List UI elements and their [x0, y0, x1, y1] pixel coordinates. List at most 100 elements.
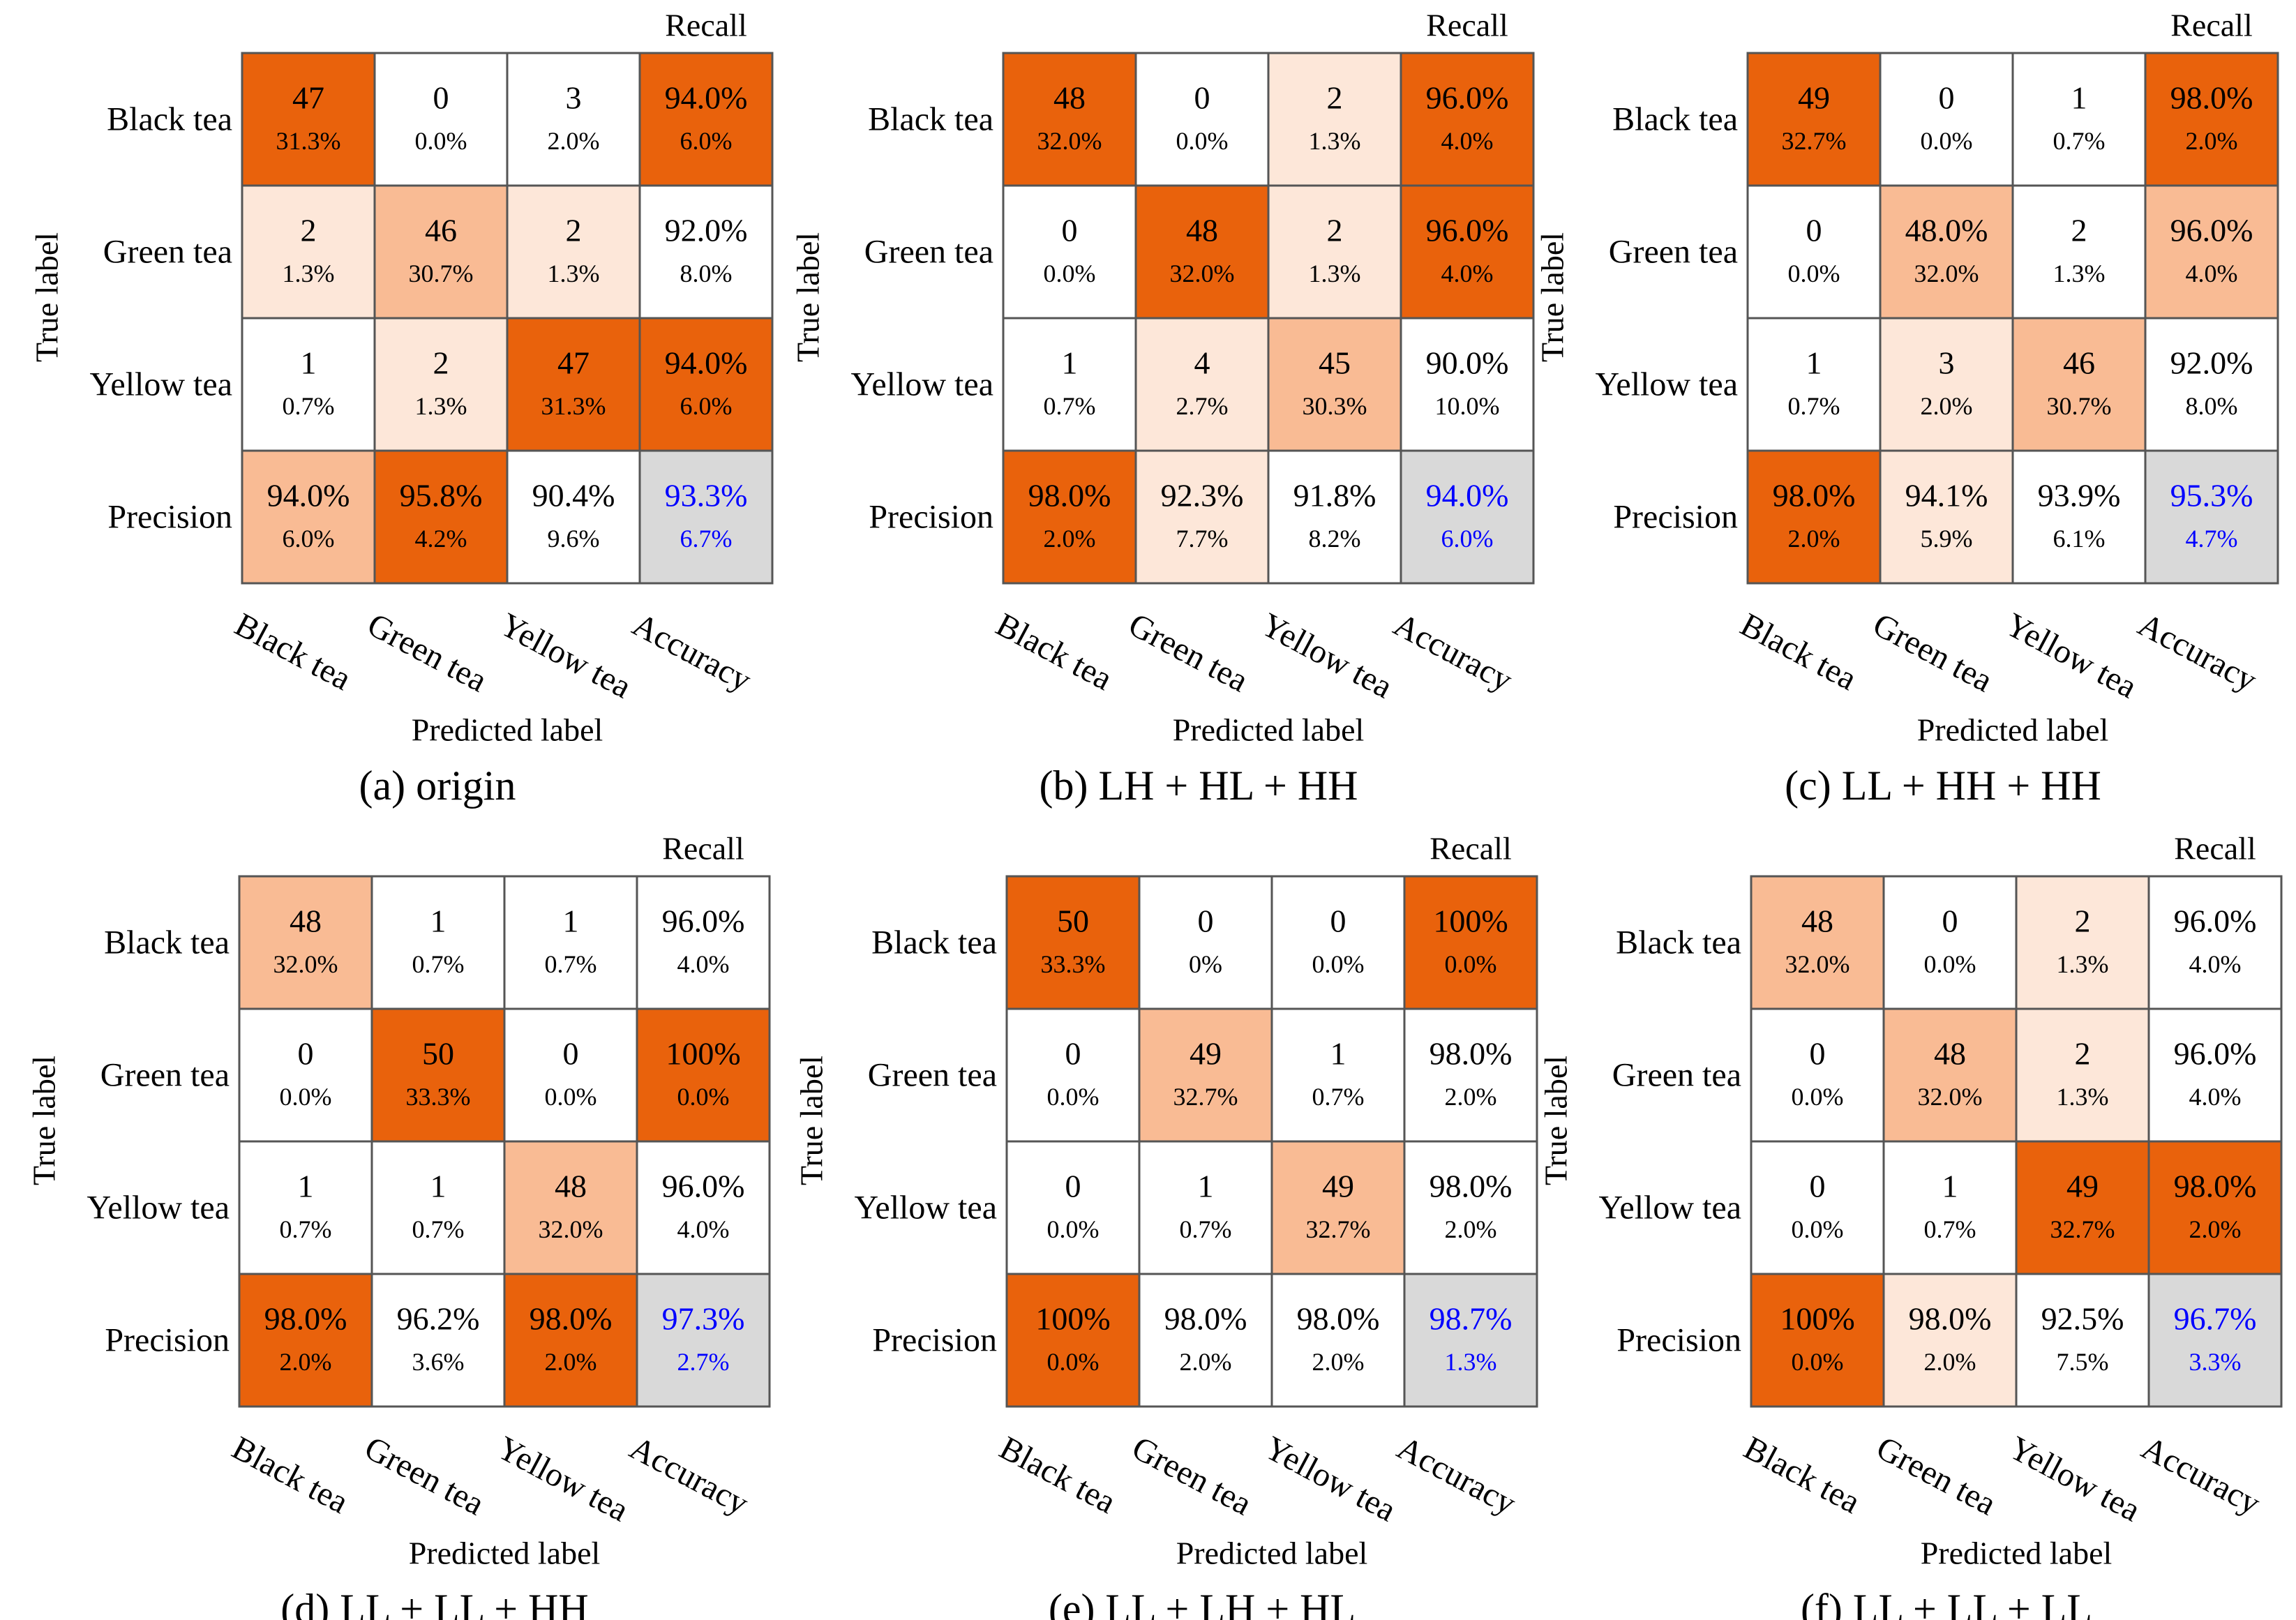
cell-background	[1134, 317, 1270, 452]
recall-header: Recall	[662, 831, 744, 867]
cell-percent: 33.3%	[1041, 950, 1106, 978]
cell-percent: 2.0%	[1924, 1348, 1976, 1376]
matrix-cell: 0 0.0%	[1270, 875, 1406, 1010]
matrix-cell: 1 0.7%	[1138, 1140, 1273, 1275]
cell-background	[373, 449, 509, 585]
row-label-yellow-tea: Yellow tea	[1596, 366, 1738, 403]
matrix-cell: 93.9% 6.1%	[2011, 449, 2147, 585]
cell-percent: 2.7%	[677, 1348, 730, 1376]
col-label-black-tea: Black tea	[993, 1430, 1122, 1521]
cell-background	[1750, 1007, 1885, 1143]
cell-background	[1746, 317, 1882, 452]
cell-background	[1882, 1273, 2018, 1408]
matrix-cell: 0 0.0%	[1005, 1007, 1141, 1143]
cell-background	[1403, 1007, 1538, 1143]
cell-percent: 1.3%	[548, 260, 600, 287]
cell-percent: 4.2%	[415, 525, 467, 553]
col-label-yellow-tea: Yellow tea	[1259, 1430, 1402, 1529]
matrix-cell: 2 1.3%	[2015, 1007, 2150, 1143]
cell-background	[2144, 317, 2279, 452]
matrix-cell: 0 0.0%	[1005, 1140, 1141, 1275]
x-axis-label: Predicted label	[1176, 1536, 1368, 1571]
cell-background	[241, 52, 376, 187]
cell-background	[238, 875, 373, 1010]
matrix-cell: 93.3% 6.7%	[638, 449, 774, 585]
cell-background	[1400, 449, 1535, 585]
cell-count: 96.0%	[662, 1169, 745, 1204]
cell-background	[1002, 317, 1137, 452]
cell-percent: 4.0%	[2189, 950, 2242, 978]
matrix-cell: 2 1.3%	[241, 184, 376, 320]
cell-background	[2011, 184, 2147, 320]
cell-percent: 2.0%	[1044, 525, 1096, 553]
cell-percent: 32.7%	[1306, 1215, 1371, 1243]
matrix-cell: 2 1.3%	[1267, 52, 1402, 187]
cell-count: 48	[555, 1169, 587, 1204]
cell-count: 92.0%	[2170, 345, 2253, 381]
cell-count: 1	[1330, 1036, 1346, 1072]
cell-percent: 32.7%	[1173, 1083, 1238, 1111]
cell-percent: 2.0%	[1445, 1083, 1497, 1111]
matrix-cell: 1 0.7%	[1882, 1140, 2018, 1275]
panel-d: 4832.0%10.7%10.7%96.0%4.0%00.0%5033.3%00…	[27, 831, 771, 1620]
cell-percent: 33.3%	[406, 1083, 471, 1111]
cell-count: 1	[301, 345, 317, 381]
cell-background	[506, 449, 641, 585]
cell-background	[238, 1007, 373, 1143]
matrix-cell: 0 0.0%	[1750, 1007, 1885, 1143]
cell-count: 0	[563, 1036, 579, 1072]
cell-background	[1002, 52, 1137, 187]
cell-percent: 0.0%	[1047, 1215, 1100, 1243]
recall-header: Recall	[1426, 8, 1508, 43]
cell-background	[1400, 184, 1535, 320]
cell-count: 47	[292, 80, 324, 116]
matrix-cell: 98.0% 2.0%	[1270, 1273, 1406, 1408]
panel-e: 5033.3%00%00.0%100%0.0%00.0%4932.7%10.7%…	[794, 831, 1538, 1620]
cell-background	[2015, 1273, 2150, 1408]
cell-count: 2	[566, 213, 582, 248]
matrix-cell: 98.0% 2.0%	[2147, 1140, 2283, 1275]
cell-count: 98.0%	[1909, 1301, 1992, 1337]
matrix-cell: 48 32.0%	[1882, 1007, 2018, 1143]
matrix-cell: 92.0% 8.0%	[2144, 317, 2279, 452]
cell-percent: 32.7%	[1782, 127, 1847, 155]
cell-percent: 2.7%	[1176, 392, 1229, 420]
x-axis-label: Predicted label	[1921, 1536, 2113, 1571]
matrix-cell: 49 32.7%	[1746, 52, 1882, 187]
cell-percent: 0.0%	[1044, 260, 1096, 287]
matrix-cell: 98.0% 2.0%	[1403, 1007, 1538, 1143]
cell-percent: 2.0%	[1788, 525, 1840, 553]
cell-count: 2	[2075, 903, 2091, 939]
cell-background	[1005, 1140, 1141, 1275]
matrix-cell: 48.0% 32.0%	[1879, 184, 2014, 320]
cell-percent: 3.3%	[2189, 1348, 2242, 1376]
cell-background	[503, 875, 638, 1010]
cell-percent: 6.0%	[283, 525, 335, 553]
cell-background	[1270, 1007, 1406, 1143]
matrix-cell: 2 1.3%	[2011, 184, 2147, 320]
matrix-cell: 98.0% 2.0%	[503, 1273, 638, 1408]
col-label-accuracy: Accuracy	[2132, 606, 2263, 699]
cell-percent: 4.0%	[2186, 260, 2238, 287]
matrix-cell: 94.0% 6.0%	[241, 449, 376, 585]
matrix-cell: 0 0.0%	[373, 52, 509, 187]
x-axis-label: Predicted label	[1917, 712, 2109, 748]
matrix-cell: 1 0.7%	[241, 317, 376, 452]
cell-count: 93.3%	[665, 478, 748, 513]
matrix-cell: 2 1.3%	[506, 184, 641, 320]
col-label-accuracy: Accuracy	[1391, 1430, 1522, 1522]
matrix-cell: 98.0% 2.0%	[1138, 1273, 1273, 1408]
cell-background	[1002, 449, 1137, 585]
matrix-cell: 94.0% 6.0%	[1400, 449, 1535, 585]
panel-caption: (b) LH + HL + HH	[1039, 763, 1358, 809]
cell-count: 0	[1198, 903, 1214, 939]
y-axis-label: True label	[1538, 1056, 1574, 1185]
cell-background	[636, 1273, 771, 1408]
cell-count: 3	[1939, 345, 1955, 381]
cell-count: 94.0%	[665, 80, 748, 116]
cell-background	[1134, 52, 1270, 187]
cell-count: 96.0%	[2174, 1036, 2257, 1072]
y-axis-label: True label	[29, 232, 65, 362]
cell-count: 46	[425, 213, 457, 248]
cell-percent: 3.6%	[412, 1348, 465, 1376]
